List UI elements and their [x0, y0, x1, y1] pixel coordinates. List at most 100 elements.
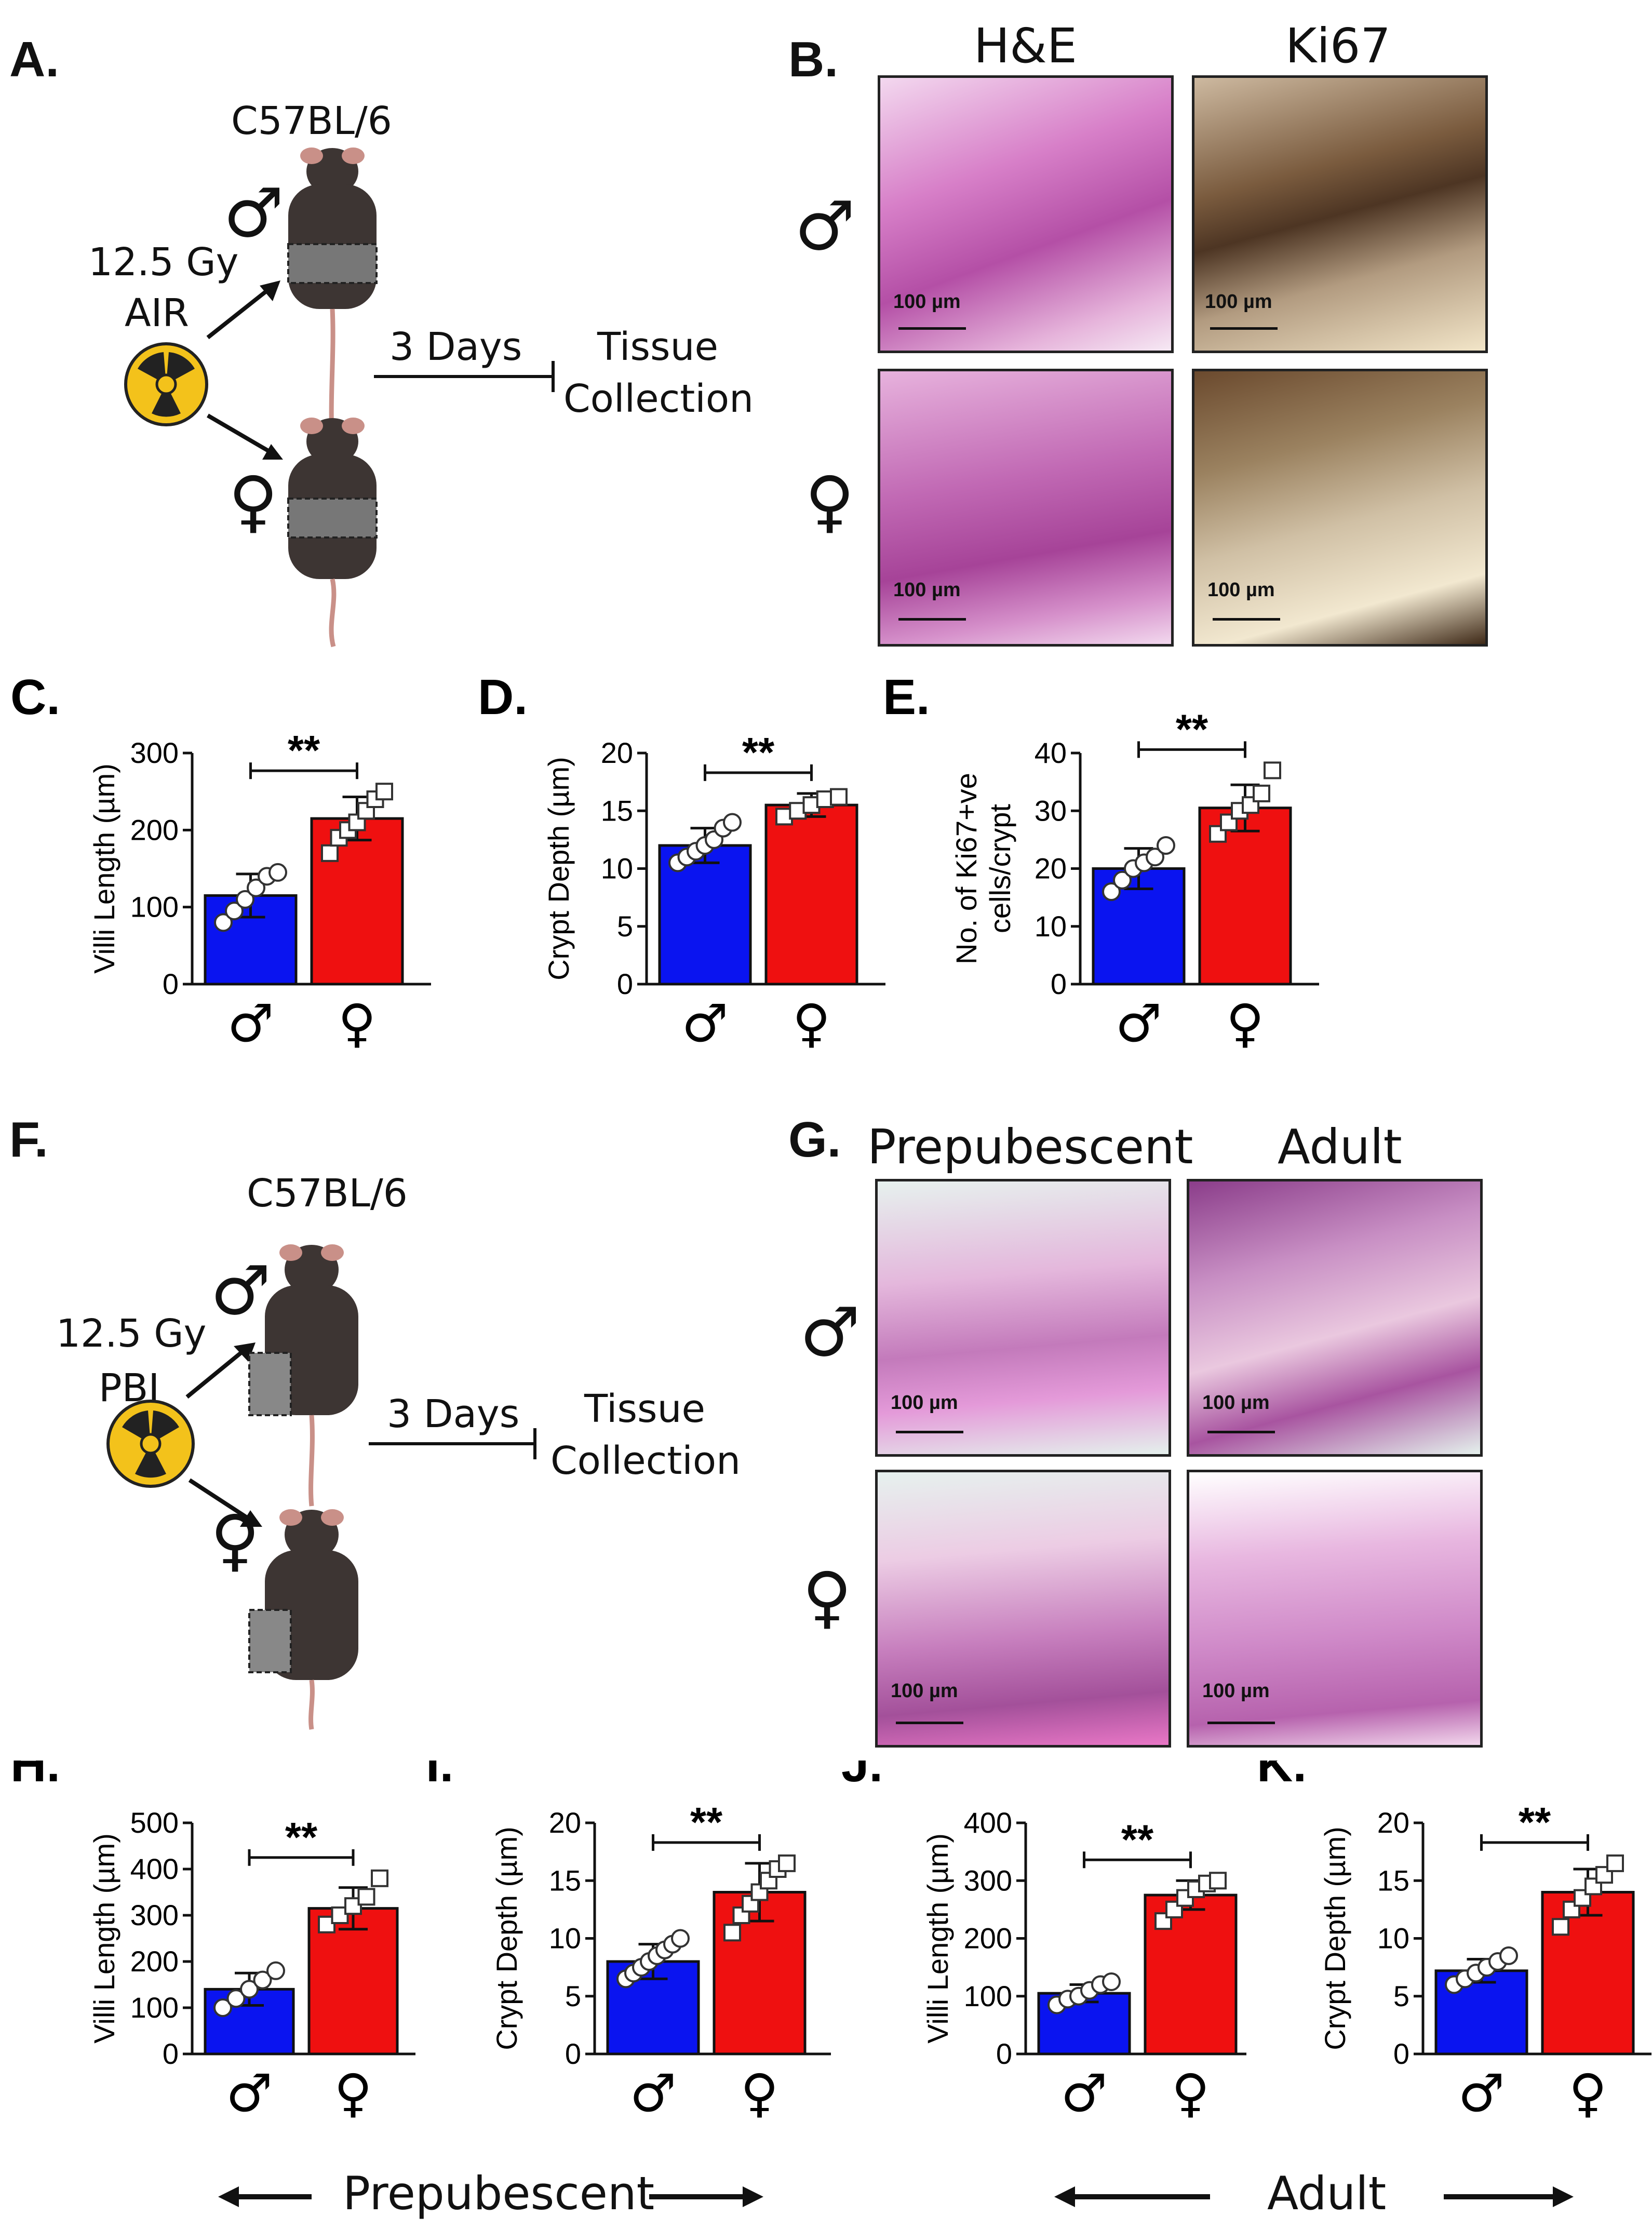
- data-point: [318, 1915, 335, 1933]
- significance-label: **: [1121, 1816, 1154, 1862]
- y-tick-label: 500: [130, 1806, 179, 1839]
- scalebar-label: 100 µm: [891, 1392, 958, 1414]
- y-axis-label: Crypt Depth (µm): [542, 757, 575, 980]
- y-tick-label: 20: [1035, 852, 1067, 885]
- data-point: [1552, 1918, 1569, 1936]
- category-label-male: ♂: [1061, 2063, 1108, 2124]
- arrow-left-icon: [218, 2186, 312, 2207]
- chart-d: D. 0 5 10 15 20 Crypt Depth (µm) ♂ ♀ **: [478, 670, 885, 1054]
- significance-label: **: [1176, 706, 1208, 752]
- data-point: [240, 1980, 259, 1999]
- significance-label: **: [285, 1814, 318, 1860]
- significance-label: **: [288, 727, 320, 773]
- panel-g-col-prepubescent: Prepubescent: [867, 1119, 1193, 1175]
- female-mouse-icon: [287, 418, 378, 648]
- panel-a-female-symbol: ♀: [229, 462, 278, 541]
- y-tick-label: 20: [601, 736, 633, 769]
- data-point: [723, 1924, 741, 1942]
- panel-f-schematic: [106, 1244, 536, 1730]
- chart-h: H. 0 100 200 300 400 500 Villi Length (µm) ♂ ♀ **: [10, 1761, 415, 2124]
- scalebar-label: 100 µm: [893, 579, 961, 601]
- y-axis-label: Villi Length (µm): [88, 1833, 120, 2044]
- data-point: [1113, 870, 1132, 890]
- category-label-female: ♀: [1172, 2063, 1210, 2124]
- data-point: [236, 890, 254, 909]
- arrow-left-icon: [1054, 2186, 1210, 2207]
- panel-b-male-symbol: ♂: [795, 186, 855, 265]
- category-label-female: ♀: [1226, 993, 1264, 1054]
- scalebar-label: 100 µm: [1202, 1392, 1270, 1414]
- bar-female: [310, 817, 404, 986]
- data-point: [214, 913, 233, 932]
- data-point: [247, 878, 265, 897]
- data-point: [671, 1929, 690, 1948]
- y-tick-label: 10: [601, 852, 633, 885]
- data-point: [1102, 1972, 1121, 1991]
- micrograph-prepubescent-female: [875, 1470, 1171, 1748]
- scalebar-label: 100 µm: [891, 1680, 958, 1702]
- chart-i: I. 0 5 10 15 20 Crypt Depth (µm) ♂ ♀ **: [426, 1761, 831, 2124]
- data-point: [266, 1961, 285, 1980]
- data-point: [226, 1989, 246, 2008]
- male-mouse-icon: [248, 1244, 358, 1507]
- data-point: [1102, 882, 1121, 901]
- data-point: [778, 1854, 796, 1872]
- y-tick-label: 200: [130, 813, 179, 846]
- y-tick-label: 30: [1035, 794, 1067, 827]
- y-tick-label: 5: [1393, 1980, 1409, 2012]
- micrograph-ki67-female: [1192, 369, 1488, 647]
- category-label-male: ♂: [630, 2063, 677, 2124]
- micrograph-adult-female: [1187, 1470, 1483, 1748]
- arrow-right-icon: [649, 2186, 763, 2207]
- panel-g-col-adult: Adult: [1278, 1119, 1402, 1175]
- panel-label-d: D.: [478, 670, 528, 725]
- y-tick-label: 200: [130, 1945, 179, 1978]
- y-tick-label: 300: [964, 1864, 1012, 1897]
- category-label-female: ♀: [793, 993, 830, 1054]
- arrow-right-icon: [1444, 2186, 1574, 2207]
- significance-label: **: [690, 1799, 723, 1845]
- data-point: [1499, 1946, 1518, 1965]
- y-axis-label: Crypt Depth (µm): [1319, 1826, 1351, 2050]
- panel-a-days: 3 Days: [390, 325, 522, 369]
- y-tick-label: 0: [163, 968, 179, 1000]
- y-tick-label: 0: [617, 968, 633, 1000]
- category-label-female: ♀: [334, 2063, 372, 2124]
- panel-g-male-symbol: ♂: [800, 1293, 861, 1372]
- y-tick-label: 20: [1377, 1806, 1409, 1839]
- y-tick-label: 100: [130, 1991, 179, 2024]
- panel-b-col-ki67: Ki67: [1285, 18, 1391, 74]
- data-point: [375, 783, 393, 801]
- data-point: [1165, 1900, 1183, 1918]
- panel-label-g: G.: [788, 1112, 841, 1167]
- category-label-female: ♀: [338, 993, 376, 1054]
- bottom-label-prepubescent: Prepubescent: [343, 2167, 655, 2220]
- data-point: [1209, 825, 1227, 843]
- y-tick-label: 400: [964, 1806, 1012, 1839]
- panel-label-h: H.: [10, 1761, 60, 1792]
- y-tick-label: 300: [130, 736, 179, 769]
- panel-label-e: E.: [883, 670, 930, 725]
- data-point: [371, 1869, 388, 1887]
- data-point: [321, 844, 339, 862]
- chart-e: E. 0 10 20 30 40 No. of Ki67+ve cells/crypt ♂ ♀ **: [883, 670, 1319, 1054]
- radiation-icon: [124, 342, 208, 426]
- y-tick-label: 10: [1377, 1922, 1409, 1955]
- female-mouse-icon: [248, 1509, 358, 1730]
- data-point: [723, 813, 742, 832]
- y-axis-label: Crypt Depth (µm): [490, 1826, 523, 2050]
- panel-a-outcome-2: Collection: [563, 377, 754, 421]
- scalebar-label: 100 µm: [1205, 291, 1272, 313]
- panel-label-b: B.: [788, 32, 838, 87]
- panel-f-dose: 12.5 Gy: [56, 1311, 207, 1356]
- scalebar-label: 100 µm: [893, 291, 961, 313]
- y-tick-label: 5: [565, 1980, 581, 2012]
- category-label-male: ♂: [226, 2063, 273, 2124]
- panel-a-schematic: [124, 147, 555, 648]
- y-tick-label: 200: [964, 1922, 1012, 1955]
- micrograph-prepubescent-male: [875, 1179, 1171, 1457]
- y-tick-label: 0: [163, 2037, 179, 2070]
- data-point: [225, 902, 244, 921]
- panel-label-c: C.: [10, 670, 60, 725]
- panel-a-strain: C57BL/6: [231, 99, 392, 143]
